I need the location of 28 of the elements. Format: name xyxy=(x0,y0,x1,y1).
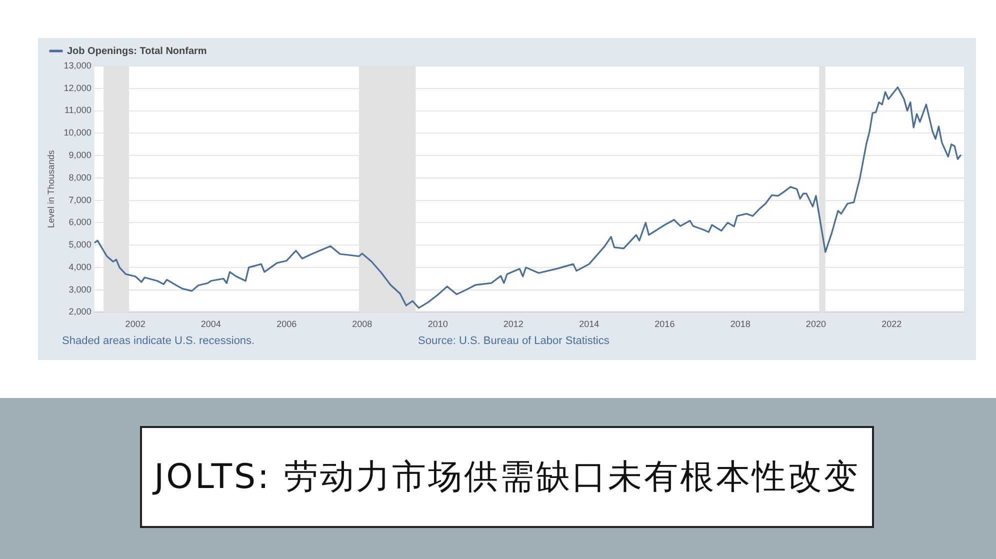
y-axis-title: Level in Thousands xyxy=(46,150,56,228)
y-tick-label: 9,000 xyxy=(68,150,92,160)
y-tick-label: 13,000 xyxy=(64,60,92,70)
text: Shaded areas indicate U.S. recessions. xyxy=(62,335,255,347)
x-tick-label: 2002 xyxy=(125,319,146,330)
y-tick-label: 2,000 xyxy=(68,306,92,317)
y-tick-label: 10,000 xyxy=(64,128,92,138)
x-tick-label: 2016 xyxy=(654,319,675,330)
x-tick-label: 2004 xyxy=(200,319,221,330)
x-tick-label: 2020 xyxy=(806,319,826,330)
y-tick-label: 6,000 xyxy=(68,217,92,228)
text: JOLTS: 劳动力市场供需缺口未有根本性改变 xyxy=(140,426,874,528)
x-tick-label: 2008 xyxy=(352,319,372,330)
x-tick-label: 2022 xyxy=(882,319,902,330)
y-tick-label: 7,000 xyxy=(68,194,92,205)
source-note: Source: U.S. Bureau of Labor Statistics xyxy=(418,335,610,347)
x-tick-label: 2006 xyxy=(276,319,297,330)
y-tick-label: 5,000 xyxy=(68,240,92,250)
x-tick-label: 2018 xyxy=(730,319,750,330)
y-tick-label: 12,000 xyxy=(64,82,92,93)
legend-label: Job Openings: Total Nonfarm xyxy=(67,46,207,57)
y-tick-label: 8,000 xyxy=(68,172,92,182)
y-tick-label: 4,000 xyxy=(68,262,92,272)
y-tick-label: 11,000 xyxy=(64,105,92,116)
x-tick-label: 2014 xyxy=(579,319,600,330)
x-tick-label: 2012 xyxy=(503,319,524,330)
y-tick-label: 3,000 xyxy=(68,284,92,294)
x-tick-label: 2010 xyxy=(428,319,448,330)
